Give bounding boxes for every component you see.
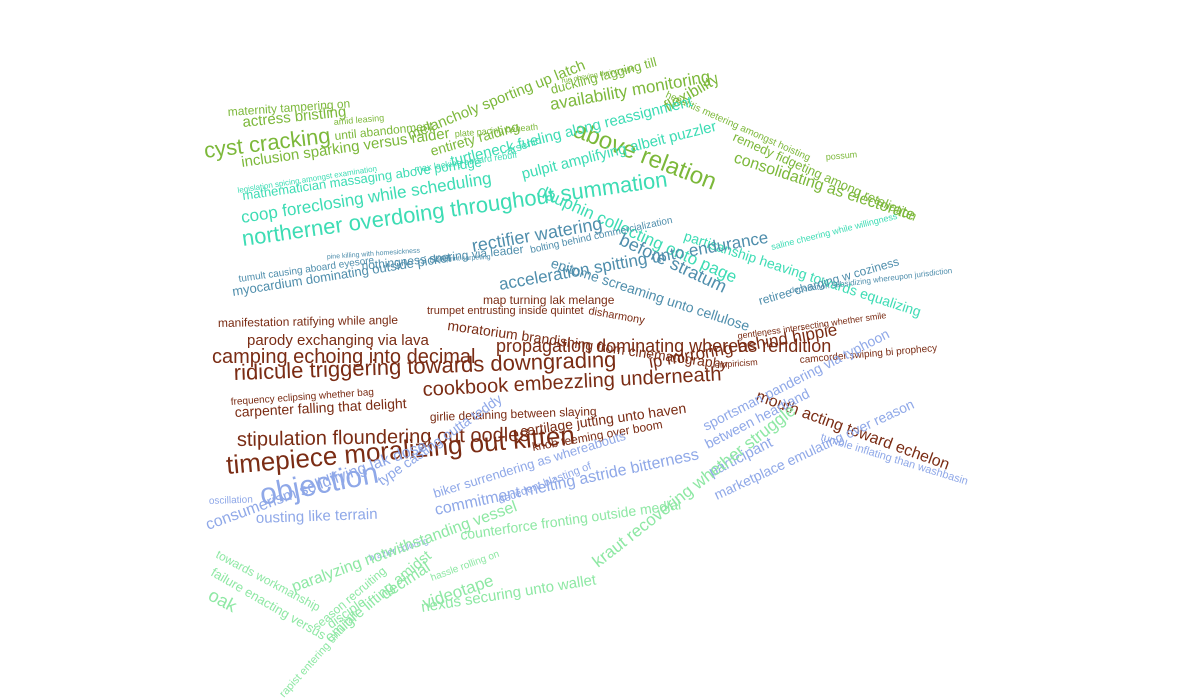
cloud-phrase: camping echoing into decimal	[212, 346, 476, 368]
cloud-phrase: oscillation	[209, 494, 253, 507]
cloud-phrase: map turning lak melange	[483, 293, 615, 307]
cloud-phrase: amid leasing	[333, 113, 384, 127]
cloud-phrase: empiricism	[714, 357, 758, 370]
cloud-phrase: possum	[825, 149, 857, 162]
cloud-phrase: manifestation ratifying while angle	[218, 313, 399, 330]
cloud-phrase: disharmony	[587, 305, 646, 327]
cloud-phrase: newsprint carpeting	[430, 254, 491, 264]
cloud-phrase: parody exchanging via lava	[247, 332, 429, 349]
cloud-phrase: trumpet entrusting inside quintet	[427, 305, 584, 317]
cloud-phrase: saline cheering while willingness	[770, 211, 899, 252]
cloud-phrase: ousting like terrain	[256, 506, 378, 527]
cloud-phrase: stipulation floundering out oodles	[237, 424, 530, 451]
cloud-phrase: propagation dominating whereas rendition	[496, 336, 831, 356]
cloud-phrase: girlie detaining between slaying	[430, 404, 597, 424]
